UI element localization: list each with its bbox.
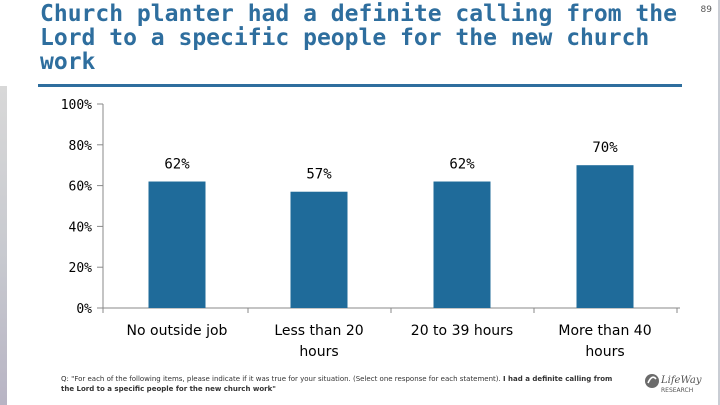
left-decorative-strip bbox=[0, 86, 7, 405]
bar-value-label: 62% bbox=[449, 157, 475, 173]
logo-mark-icon bbox=[645, 374, 659, 388]
y-tick-label: 100% bbox=[61, 98, 92, 113]
y-tick-label: 80% bbox=[69, 139, 93, 154]
x-category-label: Less than 20 bbox=[274, 323, 363, 339]
footnote-statement: I had a definite calling from the Lord t… bbox=[61, 375, 613, 393]
bar-value-label: 62% bbox=[164, 157, 190, 173]
chart-title: Church planter had a definite calling fr… bbox=[40, 1, 677, 75]
y-tick-label: 20% bbox=[69, 261, 93, 276]
footnote-question: Q: "For each of the following items, ple… bbox=[61, 375, 501, 383]
y-tick-label: 60% bbox=[69, 180, 93, 195]
bar bbox=[148, 181, 206, 308]
survey-question-footnote: Q: "For each of the following items, ple… bbox=[61, 374, 621, 394]
y-tick-label: 0% bbox=[76, 302, 92, 317]
bar-value-label: 57% bbox=[306, 167, 332, 183]
y-tick-label: 40% bbox=[69, 220, 93, 235]
x-category-label: hours bbox=[585, 344, 624, 360]
logo-wordmark: LifeWay bbox=[660, 375, 702, 386]
bar bbox=[290, 191, 348, 308]
bar bbox=[433, 181, 491, 308]
x-category-label: 20 to 39 hours bbox=[411, 323, 513, 339]
bar-value-label: 70% bbox=[592, 140, 618, 156]
x-category-label: More than 40 bbox=[558, 323, 651, 339]
logo-subtitle: RESEARCH bbox=[661, 387, 693, 394]
title-divider bbox=[38, 84, 682, 87]
x-category-label: hours bbox=[299, 344, 338, 360]
x-category-label: No outside job bbox=[127, 323, 228, 339]
right-decorative-strip bbox=[718, 0, 720, 405]
page-number: 89 bbox=[700, 5, 712, 15]
lifeway-research-logo: LifeWay RESEARCH bbox=[645, 374, 702, 394]
bar bbox=[576, 165, 634, 308]
